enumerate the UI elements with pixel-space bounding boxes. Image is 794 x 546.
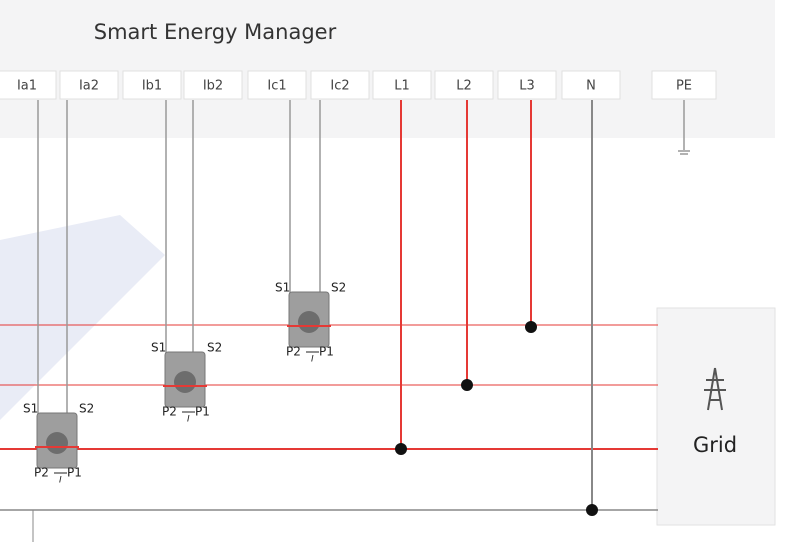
terminal-label: Ib1 [142,79,162,94]
terminal-label: Ic1 [267,79,286,94]
terminal [0,70,57,100]
ct-s1: S1 [275,281,290,295]
terminal-label: PE [676,79,692,94]
ct-p2: P2 [34,466,49,480]
terminal [651,70,717,100]
terminal-label: L3 [519,79,535,94]
terminal-label: N [586,79,596,94]
ct-s1: S1 [23,402,38,416]
ct-wires [37,100,321,440]
terminal-label: Ia2 [79,79,99,94]
ct-p2: P2 [162,405,177,419]
terminal [310,70,370,100]
ct-p1: P1 [67,466,82,480]
ct-s1: S1 [151,341,166,355]
watermark [0,215,165,420]
terminal-label: Ib2 [203,79,223,94]
grid-label: Grid [693,433,737,457]
terminal-label: Ic2 [330,79,349,94]
ct-s2: S2 [331,281,346,295]
terminal [372,70,432,100]
ct-current: I [187,415,190,425]
terminal [497,70,557,100]
ct-hole [46,432,68,454]
ct-s2: S2 [79,402,94,416]
terminal [122,70,182,100]
ct-p2: P2 [286,345,301,359]
ct-current: I [59,476,62,486]
terminal [59,70,119,100]
terminal-label: L1 [394,79,410,94]
terminal [183,70,243,100]
terminal [434,70,494,100]
ct-hole [298,311,320,333]
ct-hole [174,371,196,393]
terminal-label: Ia1 [17,79,37,94]
ct-s2: S2 [207,341,222,355]
energy-manager-panel [0,0,775,138]
junctions [395,321,598,516]
grid-box [656,307,776,526]
terminal [561,70,621,100]
pylon-icon [704,367,726,411]
ct-current: I [311,355,314,365]
ct-p1: P1 [319,345,334,359]
title: Smart Energy Manager [94,20,337,44]
ground-symbol [678,150,690,155]
terminal [247,70,307,100]
terminal-label: L2 [456,79,472,94]
ct-p1: P1 [195,405,210,419]
